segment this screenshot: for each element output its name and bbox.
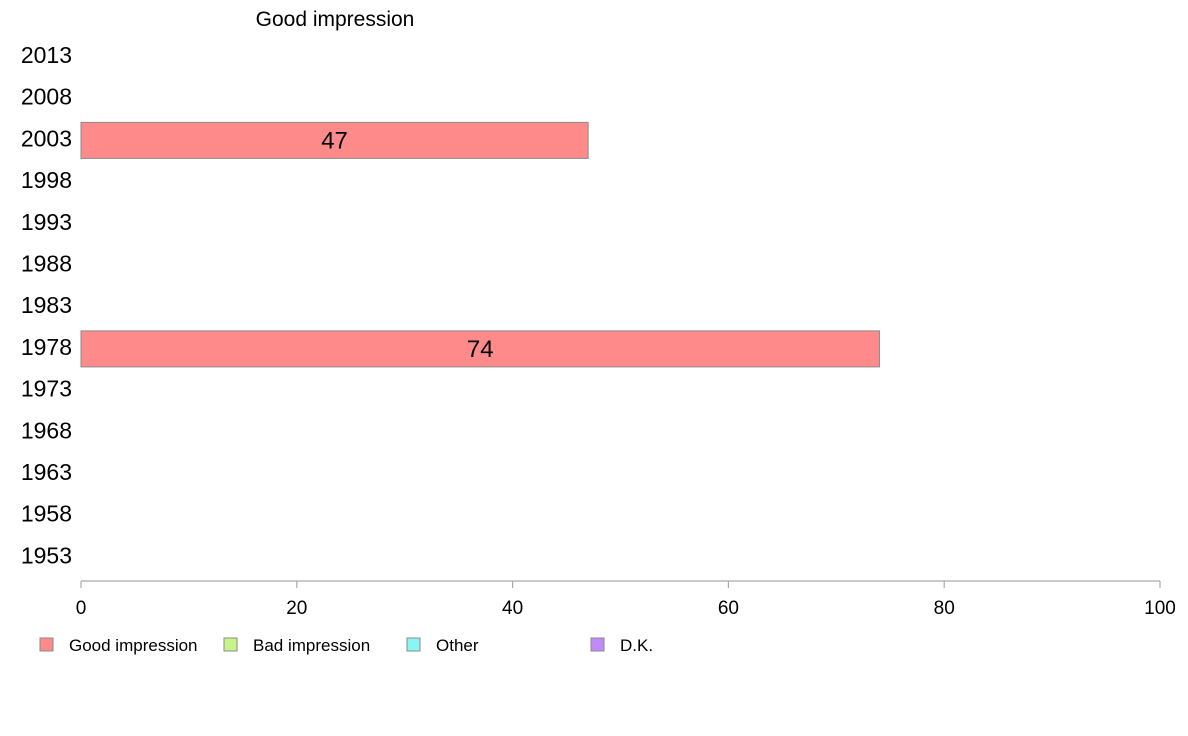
y-axis-labels: 2013 2008 2003 1998 1993 1988 1983 1978 1973 1968…	[21, 42, 72, 568]
legend-label: Other	[436, 636, 479, 655]
x-tick-label: 40	[502, 598, 523, 619]
y-tick-label: 2013	[21, 42, 72, 68]
y-tick-label: 1973	[21, 376, 72, 402]
y-tick-label: 1993	[21, 209, 72, 235]
bars: 47 74	[80, 121, 880, 368]
x-tick-label: 60	[718, 598, 739, 619]
y-tick-label: 1963	[21, 459, 72, 485]
x-tick-label: 0	[76, 598, 87, 619]
y-tick-label: 1998	[21, 167, 72, 193]
legend-swatch	[39, 637, 54, 652]
chart-title: Good impression	[256, 8, 415, 31]
legend: Good impression Bad impression Other D.K.	[39, 636, 653, 655]
legend-swatch	[590, 637, 605, 652]
y-tick-label: 1968	[21, 417, 72, 443]
legend-label: Good impression	[69, 636, 198, 655]
bar-value-label: 47	[321, 127, 348, 154]
y-tick-label: 1958	[21, 501, 72, 527]
y-tick-label: 1983	[21, 292, 72, 318]
legend-swatch	[406, 637, 421, 652]
x-tick-label: 100	[1144, 598, 1176, 619]
legend-label: Bad impression	[253, 636, 370, 655]
y-tick-label: 1988	[21, 251, 72, 277]
legend-swatch	[223, 637, 238, 652]
y-tick-label: 2008	[21, 84, 72, 110]
x-tick-label: 20	[286, 598, 307, 619]
x-tick-label: 80	[934, 598, 955, 619]
y-tick-label: 1978	[21, 334, 72, 360]
y-tick-label: 2003	[21, 125, 72, 151]
bar	[80, 121, 589, 159]
bar-value-label: 74	[467, 336, 494, 363]
x-axis: 0 20 40 60 80 100	[76, 580, 1176, 619]
legend-label: D.K.	[620, 636, 653, 655]
bar	[80, 330, 880, 368]
y-tick-label: 1953	[21, 542, 72, 568]
